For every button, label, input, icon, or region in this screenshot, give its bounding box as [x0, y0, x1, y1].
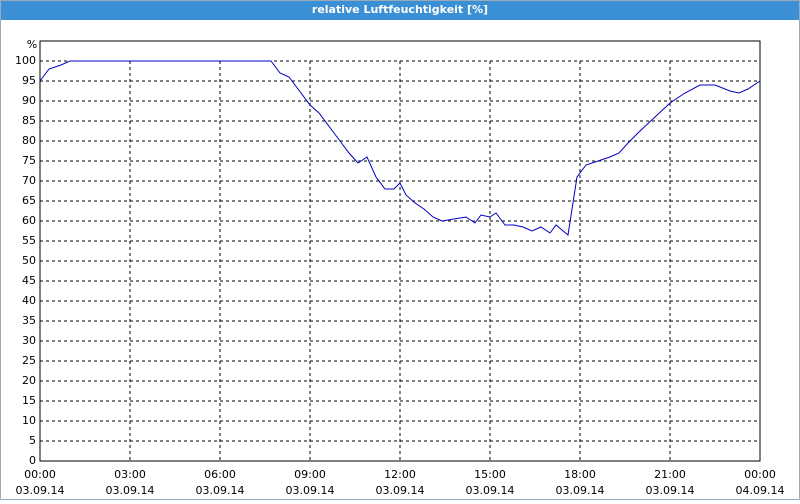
x-tick-label: 18:00	[564, 468, 596, 481]
x-tick-date: 03.09.14	[196, 484, 245, 497]
y-tick-label: 75	[22, 154, 36, 167]
chart-title: relative Luftfeuchtigkeit [%]	[312, 3, 488, 16]
y-tick-label: 80	[22, 134, 36, 147]
x-tick-date: 04.09.14	[736, 484, 785, 497]
y-tick-label: 20	[22, 374, 36, 387]
x-tick-date: 03.09.14	[646, 484, 695, 497]
y-axis-label: %	[27, 38, 37, 51]
y-tick-label: 100	[15, 54, 36, 67]
x-tick-label: 00:00	[24, 468, 56, 481]
y-tick-label: 45	[22, 274, 36, 287]
x-tick-label: 12:00	[384, 468, 416, 481]
data-line	[39, 60, 761, 236]
y-tick-label: 15	[22, 394, 36, 407]
y-tick-label: 25	[22, 354, 36, 367]
y-tick-label: 55	[22, 234, 36, 247]
y-tick-label: 65	[22, 194, 36, 207]
x-tick-date: 03.09.14	[466, 484, 515, 497]
plot-border	[39, 40, 761, 462]
x-tick-label: 15:00	[474, 468, 506, 481]
y-tick-label: 35	[22, 314, 36, 327]
x-tick-date: 03.09.14	[556, 484, 605, 497]
x-tick-label: 06:00	[204, 468, 236, 481]
y-tick-label: 95	[22, 74, 36, 87]
y-tick-label: 50	[22, 254, 36, 267]
title-bar	[0, 0, 800, 20]
y-tick-label: 85	[22, 114, 36, 127]
y-tick-label: 70	[22, 174, 36, 187]
y-tick-label: 90	[22, 94, 36, 107]
x-tick-date: 03.09.14	[286, 484, 335, 497]
y-tick-label: 60	[22, 214, 36, 227]
x-tick-date: 03.09.14	[376, 484, 425, 497]
y-tick-label: 0	[29, 454, 36, 467]
x-tick-date: 03.09.14	[16, 484, 65, 497]
x-tick-label: 09:00	[294, 468, 326, 481]
y-tick-label: 30	[22, 334, 36, 347]
x-tick-date: 03.09.14	[106, 484, 155, 497]
x-tick-label: 03:00	[114, 468, 146, 481]
y-tick-label: 5	[29, 434, 36, 447]
x-tick-label: 00:00	[744, 468, 776, 481]
y-tick-label: 40	[22, 294, 36, 307]
x-tick-label: 21:00	[654, 468, 686, 481]
y-tick-label: 10	[22, 414, 36, 427]
